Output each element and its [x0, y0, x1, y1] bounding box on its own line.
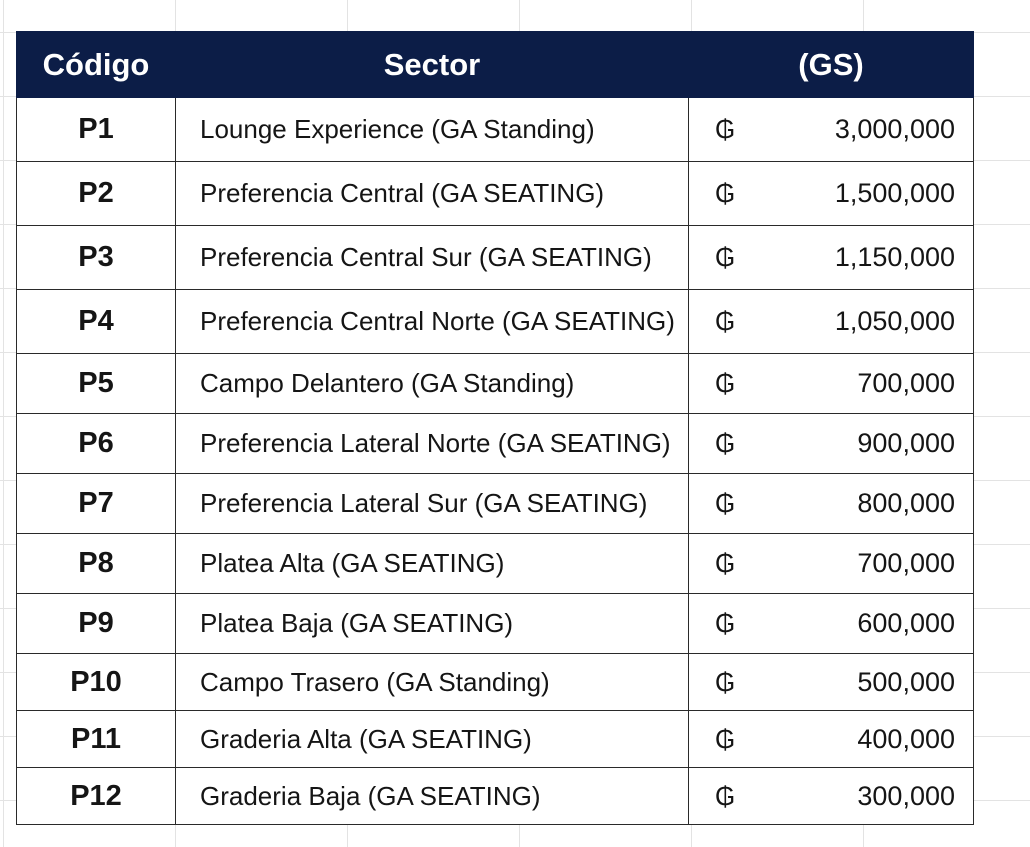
header-price[interactable]: (GS)	[688, 31, 974, 98]
code-cell[interactable]: P2	[16, 161, 176, 226]
currency-symbol[interactable]: ₲	[688, 161, 749, 226]
currency-symbol[interactable]: ₲	[688, 767, 749, 825]
table-row: P10 Campo Trasero (GA Standing) ₲ 500,00…	[16, 653, 974, 711]
table-row: P1 Lounge Experience (GA Standing) ₲ 3,0…	[16, 97, 974, 162]
sector-cell[interactable]: Lounge Experience (GA Standing)	[175, 97, 689, 162]
header-row: Código Sector (GS)	[16, 31, 974, 98]
price-cell[interactable]: 1,150,000	[748, 225, 974, 290]
currency-symbol[interactable]: ₲	[688, 97, 749, 162]
table-row: P2 Preferencia Central (GA SEATING) ₲ 1,…	[16, 161, 974, 226]
sector-cell[interactable]: Preferencia Lateral Sur (GA SEATING)	[175, 473, 689, 534]
currency-symbol[interactable]: ₲	[688, 593, 749, 654]
sector-cell[interactable]: Graderia Baja (GA SEATING)	[175, 767, 689, 825]
table-row: P4 Preferencia Central Norte (GA SEATING…	[16, 289, 974, 354]
code-cell[interactable]: P9	[16, 593, 176, 654]
sector-cell[interactable]: Campo Delantero (GA Standing)	[175, 353, 689, 414]
currency-symbol[interactable]: ₲	[688, 533, 749, 594]
currency-symbol[interactable]: ₲	[688, 225, 749, 290]
sector-cell[interactable]: Preferencia Central Norte (GA SEATING)	[175, 289, 689, 354]
code-cell[interactable]: P3	[16, 225, 176, 290]
table-row: P12 Graderia Baja (GA SEATING) ₲ 300,000	[16, 767, 974, 825]
currency-symbol[interactable]: ₲	[688, 710, 749, 768]
sector-cell[interactable]: Preferencia Central (GA SEATING)	[175, 161, 689, 226]
sector-cell[interactable]: Platea Alta (GA SEATING)	[175, 533, 689, 594]
header-sector[interactable]: Sector	[175, 31, 689, 98]
sector-cell[interactable]: Platea Baja (GA SEATING)	[175, 593, 689, 654]
table-row: P7 Preferencia Lateral Sur (GA SEATING) …	[16, 473, 974, 534]
code-cell[interactable]: P10	[16, 653, 176, 711]
code-cell[interactable]: P12	[16, 767, 176, 825]
sector-cell[interactable]: Preferencia Central Sur (GA SEATING)	[175, 225, 689, 290]
currency-symbol[interactable]: ₲	[688, 473, 749, 534]
code-cell[interactable]: P6	[16, 413, 176, 474]
price-cell[interactable]: 300,000	[748, 767, 974, 825]
price-cell[interactable]: 800,000	[748, 473, 974, 534]
currency-symbol[interactable]: ₲	[688, 653, 749, 711]
code-cell[interactable]: P4	[16, 289, 176, 354]
price-cell[interactable]: 1,050,000	[748, 289, 974, 354]
currency-symbol[interactable]: ₲	[688, 353, 749, 414]
currency-symbol[interactable]: ₲	[688, 413, 749, 474]
code-cell[interactable]: P11	[16, 710, 176, 768]
table-row: P3 Preferencia Central Sur (GA SEATING) …	[16, 225, 974, 290]
price-cell[interactable]: 700,000	[748, 353, 974, 414]
code-cell[interactable]: P8	[16, 533, 176, 594]
price-cell[interactable]: 3,000,000	[748, 97, 974, 162]
code-cell[interactable]: P5	[16, 353, 176, 414]
header-code[interactable]: Código	[16, 31, 176, 98]
code-cell[interactable]: P7	[16, 473, 176, 534]
table-row: P9 Platea Baja (GA SEATING) ₲ 600,000	[16, 593, 974, 654]
sector-cell[interactable]: Preferencia Lateral Norte (GA SEATING)	[175, 413, 689, 474]
price-cell[interactable]: 600,000	[748, 593, 974, 654]
price-cell[interactable]: 1,500,000	[748, 161, 974, 226]
table-row: P5 Campo Delantero (GA Standing) ₲ 700,0…	[16, 353, 974, 414]
price-cell[interactable]: 700,000	[748, 533, 974, 594]
price-cell[interactable]: 900,000	[748, 413, 974, 474]
currency-symbol[interactable]: ₲	[688, 289, 749, 354]
sector-cell[interactable]: Graderia Alta (GA SEATING)	[175, 710, 689, 768]
code-cell[interactable]: P1	[16, 97, 176, 162]
table-row: P8 Platea Alta (GA SEATING) ₲ 700,000	[16, 533, 974, 594]
sector-cell[interactable]: Campo Trasero (GA Standing)	[175, 653, 689, 711]
price-cell[interactable]: 400,000	[748, 710, 974, 768]
price-table: Código Sector (GS) P1 Lounge Experience …	[16, 31, 974, 825]
table-row: P6 Preferencia Lateral Norte (GA SEATING…	[16, 413, 974, 474]
table-row: P11 Graderia Alta (GA SEATING) ₲ 400,000	[16, 710, 974, 768]
price-cell[interactable]: 500,000	[748, 653, 974, 711]
